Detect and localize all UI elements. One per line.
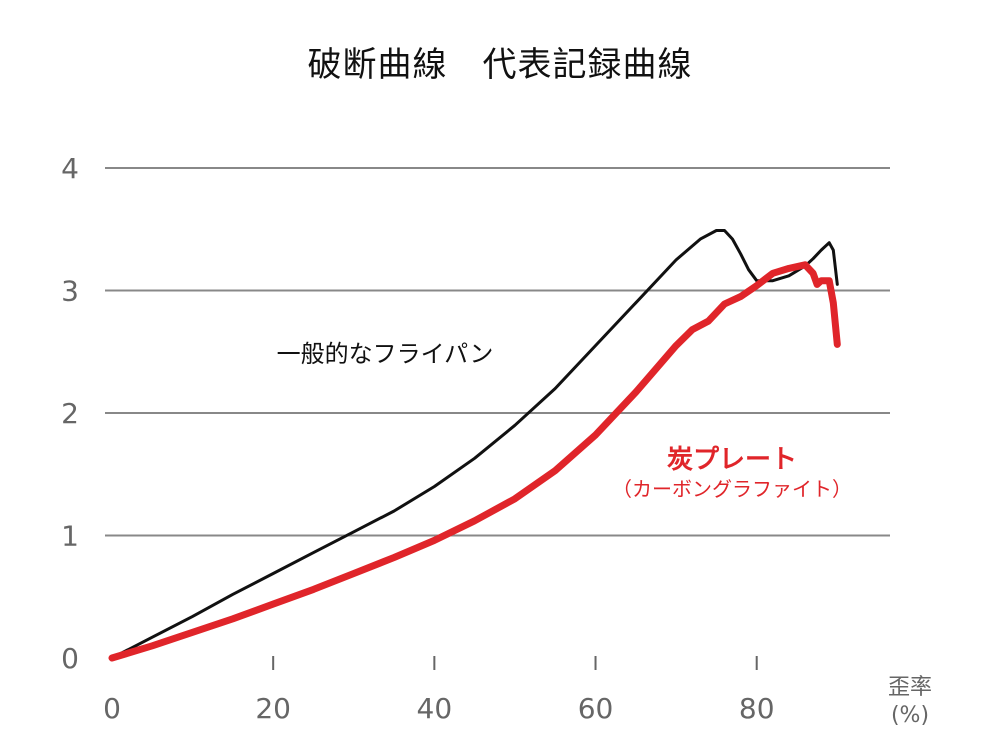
- y-axis-ticks: 0 1 2 3 4: [61, 152, 79, 675]
- grid-lines: [105, 167, 890, 537]
- x-tick-label: 40: [417, 692, 453, 725]
- x-tick-label: 0: [103, 692, 121, 725]
- y-tick-label: 1: [61, 520, 79, 553]
- series-lines: [108, 229, 841, 662]
- chart-title: 破断曲線 代表記録曲線: [308, 45, 693, 85]
- series-label-frying-pan: 一般的なフライパン: [277, 340, 494, 368]
- x-tick-label: 60: [578, 692, 614, 725]
- x-axis-label: 歪率: [888, 675, 932, 700]
- x-axis-ticks: 0 20 40 60 80: [103, 656, 775, 725]
- y-tick-label: 4: [61, 152, 79, 185]
- y-tick-label: 2: [61, 397, 79, 430]
- y-tick-label: 0: [61, 642, 79, 675]
- x-tick-label: 80: [739, 692, 775, 725]
- series-line-carbon-plate: [108, 261, 841, 662]
- x-axis-unit: (%): [891, 703, 929, 728]
- x-tick-label: 20: [255, 692, 291, 725]
- series-sublabel-carbon-graphite: （カーボングラファイト）: [612, 477, 852, 501]
- y-tick-label: 3: [61, 275, 79, 308]
- series-label-carbon-plate: 炭プレート: [667, 445, 797, 475]
